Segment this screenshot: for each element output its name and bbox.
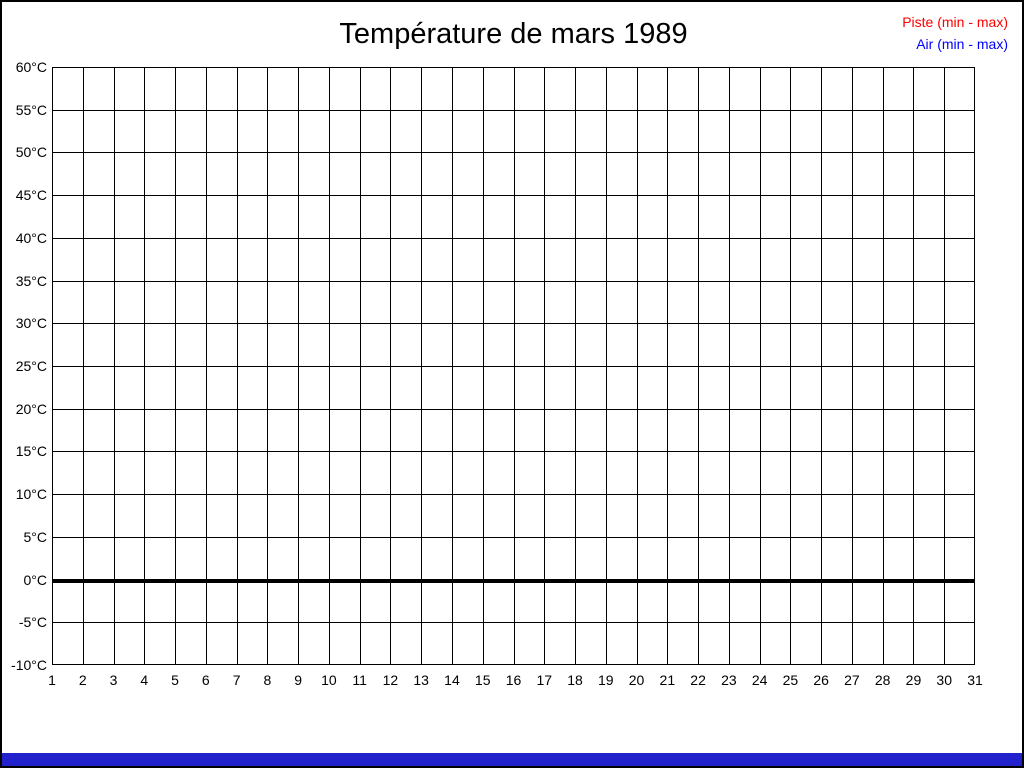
legend-item-piste: Piste (min - max) bbox=[902, 14, 1008, 30]
x-tick-label: 30 bbox=[936, 672, 952, 688]
gridline-horizontal bbox=[52, 664, 975, 665]
x-tick-label: 17 bbox=[536, 672, 553, 688]
y-tick-label: 0°C bbox=[23, 571, 48, 588]
x-tick-label: 5 bbox=[171, 672, 179, 688]
x-tick-label: 26 bbox=[813, 672, 829, 688]
gridline-horizontal bbox=[52, 622, 975, 623]
x-tick-label: 1 bbox=[48, 672, 56, 688]
x-tick-label: 22 bbox=[690, 672, 706, 688]
x-tick-label: 10 bbox=[321, 672, 337, 688]
gridline-horizontal bbox=[52, 494, 975, 495]
gridline-horizontal bbox=[52, 110, 975, 111]
y-tick-label: 55°C bbox=[15, 101, 47, 118]
gridline-horizontal bbox=[52, 67, 975, 68]
y-tick-label: 60°C bbox=[15, 59, 47, 75]
x-tick-label: 12 bbox=[382, 672, 399, 688]
x-tick-label: 28 bbox=[874, 672, 891, 688]
x-tick-label: 6 bbox=[201, 672, 210, 688]
gridline-horizontal bbox=[52, 409, 975, 410]
bottom-blue-bar bbox=[2, 753, 1022, 766]
y-tick-label: 45°C bbox=[15, 187, 47, 204]
x-tick-label: 9 bbox=[294, 672, 303, 688]
y-tick-label: 20°C bbox=[15, 400, 47, 417]
x-tick-label: 27 bbox=[844, 672, 860, 688]
x-tick-label: 8 bbox=[263, 672, 272, 688]
y-tick-label: 35°C bbox=[15, 272, 47, 289]
chart-title: Température de mars 1989 bbox=[339, 18, 688, 50]
y-tick-label: -10°C bbox=[11, 657, 47, 673]
gridline-horizontal bbox=[52, 451, 975, 452]
chart-legend: Piste (min - max) Air (min - max) bbox=[902, 11, 1008, 55]
y-tick-label: 40°C bbox=[15, 229, 47, 246]
y-tick-label: 30°C bbox=[15, 315, 47, 332]
x-tick-label: 23 bbox=[721, 672, 737, 688]
y-tick-label: 5°C bbox=[23, 528, 48, 545]
x-tick-label: 21 bbox=[659, 672, 676, 688]
x-tick-label: 14 bbox=[444, 672, 460, 688]
x-tick-label: 16 bbox=[505, 672, 522, 688]
gridline-horizontal bbox=[52, 238, 975, 239]
legend-item-air: Air (min - max) bbox=[916, 36, 1008, 52]
gridline-horizontal bbox=[52, 195, 975, 196]
x-tick-label: 19 bbox=[598, 672, 614, 688]
x-tick-label: 13 bbox=[413, 672, 429, 688]
zero-degree-line bbox=[52, 579, 975, 583]
x-tick-label: 24 bbox=[751, 672, 768, 688]
gridline-horizontal bbox=[52, 152, 975, 153]
x-tick-label: 7 bbox=[232, 672, 241, 688]
gridline-horizontal bbox=[52, 537, 975, 538]
x-tick-label: 11 bbox=[352, 672, 367, 688]
y-tick-label: 15°C bbox=[15, 443, 47, 460]
x-tick-label: 25 bbox=[782, 672, 799, 688]
x-tick-label: 2 bbox=[78, 672, 87, 688]
gridline-horizontal bbox=[52, 366, 975, 367]
x-tick-label: 29 bbox=[905, 672, 922, 688]
x-tick-label: 3 bbox=[109, 672, 118, 688]
y-tick-label: 50°C bbox=[15, 144, 47, 161]
plot-area bbox=[52, 67, 975, 665]
y-tick-label: -5°C bbox=[18, 614, 47, 631]
gridline-horizontal bbox=[52, 281, 975, 282]
x-tick-label: 18 bbox=[567, 672, 583, 688]
x-tick-label: 4 bbox=[140, 672, 149, 688]
x-tick-label: 31 bbox=[967, 672, 983, 688]
x-tick-label: 15 bbox=[474, 672, 491, 688]
y-tick-label: 25°C bbox=[15, 358, 47, 374]
x-tick-label: 20 bbox=[628, 672, 645, 688]
y-tick-label: 10°C bbox=[15, 486, 47, 503]
gridline-horizontal bbox=[52, 323, 975, 324]
